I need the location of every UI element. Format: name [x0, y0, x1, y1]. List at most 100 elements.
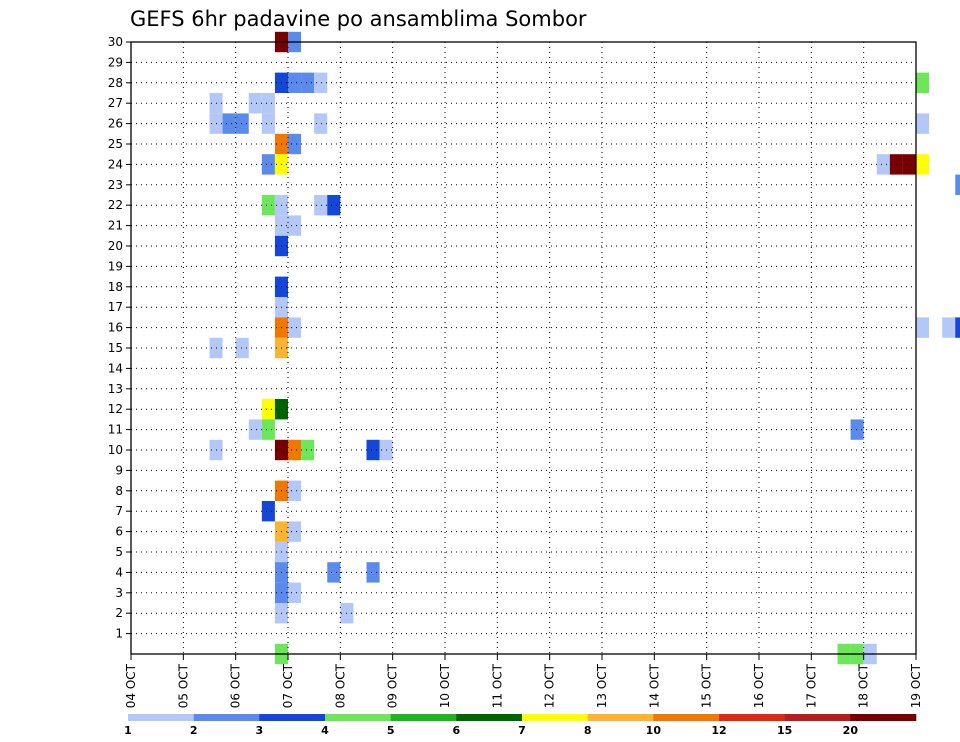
y-tick-label-3: 3: [115, 586, 123, 600]
cell-52: [235, 337, 249, 359]
colorbar-label-6: 6: [453, 724, 461, 737]
cell-81: [327, 562, 341, 583]
cell-3: [288, 72, 302, 93]
cell-12: [235, 113, 249, 134]
cell-24: [955, 174, 960, 195]
cell-23: [916, 154, 930, 175]
y-tick-label-2: 2: [115, 606, 123, 620]
x-tick-label-1: 05 OCT: [176, 663, 190, 708]
colorbar-segment-4: [390, 714, 457, 721]
y-tick-label-12: 12: [108, 402, 123, 416]
y-tick-label-29: 29: [108, 55, 123, 69]
y-tick-label-30: 30: [108, 35, 123, 49]
cell-58: [248, 419, 262, 440]
x-tick-label-3: 07 OCT: [281, 663, 295, 708]
colorbar-label-8: 8: [584, 724, 592, 737]
colorbar-label-15: 15: [777, 724, 792, 737]
x-tick-label-8: 12 OCT: [543, 663, 557, 708]
y-tick-label-19: 19: [108, 259, 123, 273]
colorbar-label-2: 2: [190, 724, 198, 737]
x-tick-label-14: 18 OCT: [857, 663, 871, 708]
colorbar-segment-7: [587, 714, 654, 721]
cell-46: [955, 317, 960, 338]
cell-6: [916, 72, 930, 93]
colorbar-label-4: 4: [321, 724, 329, 737]
cell-63: [288, 439, 302, 461]
cell-78: [288, 521, 302, 542]
x-tick-label-10: 14 OCT: [647, 663, 661, 708]
colorbar-label-20: 20: [843, 724, 859, 737]
cell-65: [366, 439, 380, 461]
cell-18: [261, 154, 275, 175]
y-tick-label-15: 15: [108, 341, 123, 355]
y-tick-label-20: 20: [108, 239, 123, 253]
cell-20: [876, 154, 890, 175]
cell-64: [301, 439, 315, 461]
cell-45: [942, 317, 956, 338]
y-tick-label-7: 7: [115, 504, 123, 518]
y-tick-label-18: 18: [108, 280, 123, 294]
colorbar-label-5: 5: [387, 724, 395, 737]
x-tick-label-5: 09 OCT: [386, 663, 400, 708]
cell-34: [288, 215, 302, 236]
colorbar-label-7: 7: [518, 724, 526, 737]
y-tick-label-6: 6: [115, 525, 123, 539]
chart-title: GEFS 6hr padavine po ansamblima Sombor: [130, 7, 587, 31]
cells-layer: [209, 31, 960, 665]
cell-82: [366, 562, 380, 583]
y-tick-label-22: 22: [108, 198, 123, 212]
y-tick-label-14: 14: [108, 361, 123, 375]
x-tick-label-7: 11 OCT: [490, 663, 504, 708]
y-tick-label-11: 11: [108, 423, 123, 437]
cell-84: [288, 582, 302, 603]
y-tick-label-24: 24: [108, 157, 123, 171]
cell-17: [288, 133, 302, 155]
colorbar-segment-3: [325, 714, 391, 721]
y-tick-label-13: 13: [108, 382, 123, 396]
colorbar-label-12: 12: [711, 724, 726, 737]
x-tick-label-9: 13 OCT: [595, 663, 609, 708]
y-tick-label-9: 9: [115, 463, 123, 477]
colorbar-segment-2: [259, 714, 326, 721]
cell-29: [327, 195, 341, 216]
y-tick-label-25: 25: [108, 137, 123, 151]
colorbar-segment-9: [719, 714, 785, 721]
colorbar-segment-11: [850, 714, 917, 721]
axes-layer: 1234567891011121314151617181920212223242…: [108, 35, 923, 708]
cell-69: [261, 501, 275, 522]
x-tick-label-15: 19 OCT: [909, 663, 923, 708]
colorbar-segment-10: [784, 714, 851, 721]
colorbar-segment-6: [522, 714, 588, 721]
cell-11: [222, 113, 236, 134]
cell-13: [261, 113, 275, 134]
cell-28: [314, 195, 328, 216]
x-tick-label-4: 08 OCT: [333, 663, 347, 708]
y-tick-label-17: 17: [108, 300, 123, 314]
y-tick-label-21: 21: [108, 219, 123, 233]
y-tick-label-10: 10: [108, 443, 123, 457]
y-tick-label-16: 16: [108, 321, 123, 335]
x-tick-label-2: 06 OCT: [229, 663, 243, 708]
colorbar-label-10: 10: [646, 724, 662, 737]
y-tick-label-26: 26: [108, 117, 123, 131]
cell-26: [261, 195, 275, 216]
grid-layer: [131, 41, 916, 654]
cell-55: [261, 399, 275, 420]
colorbar-segment-5: [456, 714, 523, 721]
cell-15: [916, 113, 930, 134]
cell-59: [261, 419, 275, 440]
x-tick-label-11: 15 OCT: [700, 663, 714, 708]
cell-4: [301, 72, 315, 93]
y-tick-label-5: 5: [115, 545, 123, 559]
colorbar-segment-1: [193, 714, 260, 721]
y-tick-label-27: 27: [108, 96, 123, 110]
x-tick-label-12: 16 OCT: [752, 663, 766, 708]
cell-60: [850, 419, 864, 440]
colorbar-segment-0: [128, 714, 194, 721]
colorbar: 1 2 3 4 5 6 7 8 10 12 15 20: [124, 714, 917, 737]
y-tick-label-23: 23: [108, 178, 123, 192]
y-tick-label-1: 1: [115, 627, 123, 641]
cell-8: [248, 93, 262, 114]
colorbar-segment-8: [653, 714, 720, 721]
